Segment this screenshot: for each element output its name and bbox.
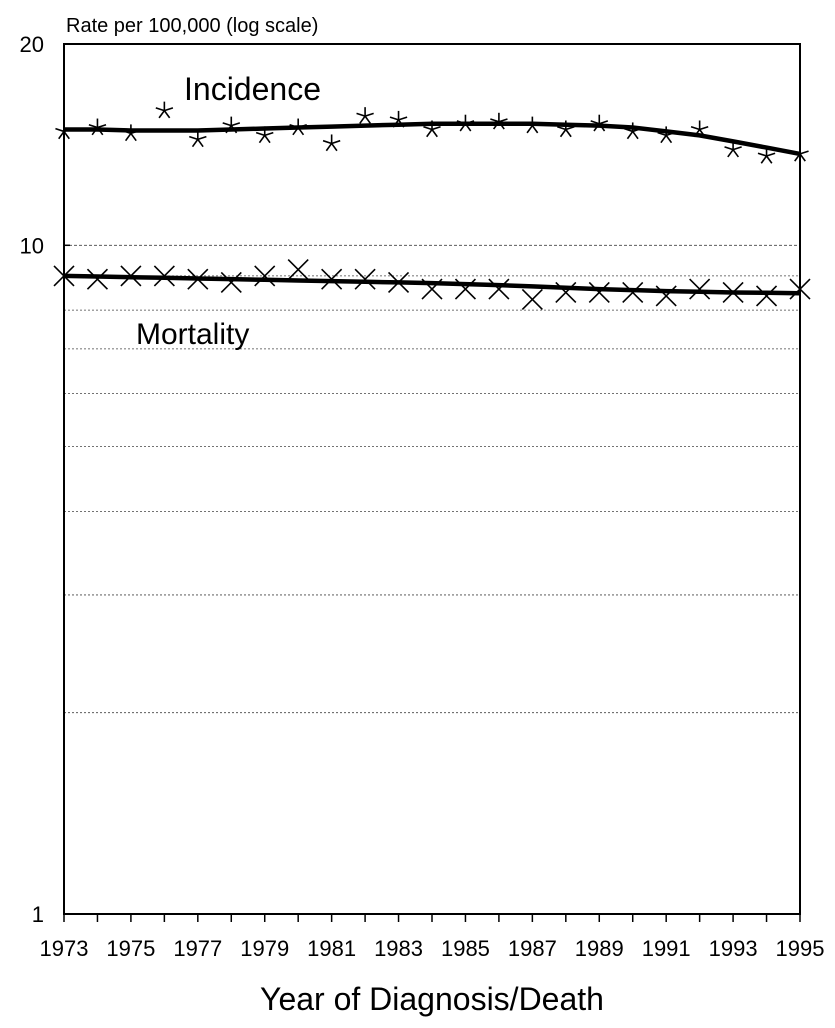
mortality-point	[321, 268, 343, 290]
x-tick-label: 1977	[173, 936, 222, 961]
mortality-point	[220, 271, 242, 293]
mortality-point	[53, 265, 75, 287]
incidence-point	[724, 140, 742, 158]
mortality-point	[555, 281, 577, 304]
mortality-point	[153, 265, 175, 287]
incidence-point	[289, 118, 307, 136]
mortality-point	[120, 265, 142, 287]
mortality-point	[421, 278, 443, 300]
mortality-point	[488, 278, 510, 300]
incidence-point	[490, 112, 508, 130]
x-axis: 1973 1975 1977 1979 1981 1983 1985 1987 1989 1991…	[40, 914, 825, 961]
mortality-point	[454, 278, 477, 300]
incidence-point	[389, 110, 408, 128]
incidence-point	[623, 122, 642, 140]
y-axis-label: Rate per 100,000 (log scale)	[66, 15, 318, 37]
incidence-point	[255, 126, 274, 144]
mortality-point	[722, 281, 744, 304]
mortality-point	[521, 288, 543, 310]
incidence-point	[690, 120, 709, 138]
mortality-point	[254, 265, 276, 287]
incidence-point	[122, 124, 140, 142]
x-tick-label: 1973	[40, 936, 89, 961]
incidence-point	[590, 114, 609, 132]
incidence-point	[456, 114, 475, 132]
incidence-point	[189, 130, 207, 148]
y-tick-label: 1	[32, 902, 44, 927]
incidence-point	[356, 107, 374, 124]
data-markers	[53, 101, 811, 310]
mortality-point	[187, 268, 209, 290]
x-tick-label: 1995	[776, 936, 825, 961]
incidence-point	[322, 134, 341, 152]
mortality-point	[86, 268, 109, 290]
incidence-point	[88, 118, 107, 136]
mortality-point	[755, 285, 778, 307]
incidence-point	[557, 120, 575, 138]
x-tick-label: 1993	[709, 936, 758, 961]
x-tick-label: 1983	[374, 936, 423, 961]
incidence-point	[657, 126, 675, 144]
incidence-point	[155, 101, 174, 119]
x-tick-label: 1987	[508, 936, 557, 961]
incidence-series-label: Incidence	[184, 71, 321, 107]
x-tick-label: 1985	[441, 936, 490, 961]
incidence-point	[523, 116, 542, 134]
plot-frame	[63, 43, 801, 915]
incidence-point	[222, 116, 241, 134]
mortality-point	[354, 268, 376, 290]
incidence-point	[757, 147, 776, 164]
x-tick-label: 1989	[575, 936, 624, 961]
x-axis-label: Year of Diagnosis/Death	[260, 981, 604, 1017]
y-tick-label: 20	[20, 32, 44, 57]
mortality-point	[387, 271, 410, 293]
mortality-point	[655, 285, 677, 307]
mortality-point	[588, 281, 610, 304]
y-tick-label: 10	[20, 233, 44, 258]
y-axis: 1 10 20	[20, 32, 70, 927]
trend-lines	[63, 121, 801, 296]
x-tick-label: 1975	[106, 936, 155, 961]
x-tick-label: 1979	[240, 936, 289, 961]
x-tick-label: 1981	[307, 936, 356, 961]
mortality-point	[789, 278, 811, 300]
grid-lines	[64, 244, 800, 714]
x-tick-label: 1991	[642, 936, 691, 961]
incidence-point	[791, 144, 809, 162]
mortality-trend-line	[63, 273, 801, 296]
mortality-point	[622, 281, 644, 304]
mortality-point	[287, 258, 309, 281]
mortality-series-label: Mortality	[136, 318, 249, 351]
mortality-point	[689, 278, 711, 300]
incidence-point	[423, 120, 441, 138]
incidence-point	[55, 122, 73, 140]
